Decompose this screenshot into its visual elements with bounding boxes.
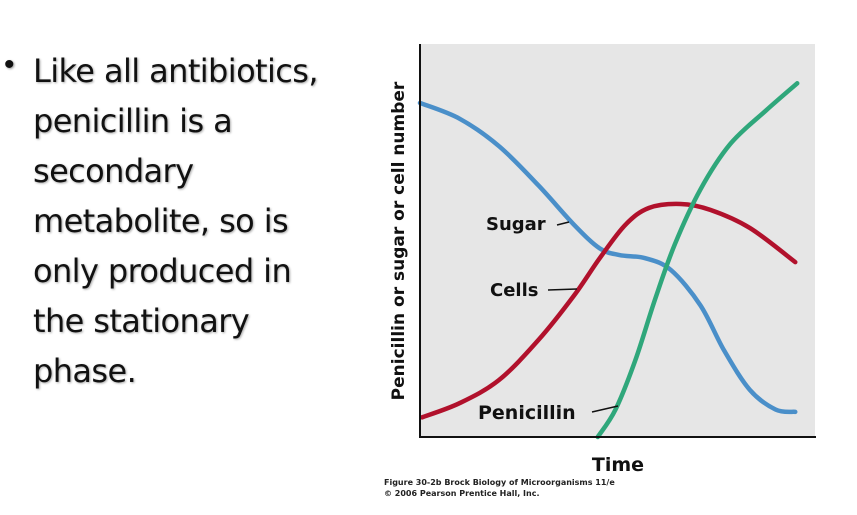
- series-line-penicillin: [595, 81, 800, 440]
- bullet-line: metabolite, so is: [33, 202, 289, 240]
- y-axis-label: Penicillin or sugar or cell number: [389, 81, 409, 400]
- cells-leader-line: [547, 288, 578, 291]
- series-label-cells: Cells: [490, 280, 538, 301]
- series-line-sugar: [417, 100, 798, 415]
- x-axis-label: Time: [592, 454, 644, 476]
- bullet-line: the stationary: [33, 302, 250, 340]
- bullet-line: only produced in: [33, 252, 292, 290]
- bullet-line: phase.: [33, 352, 137, 390]
- plot-background: [420, 44, 815, 437]
- bullet-line: Like all antibiotics,: [33, 52, 319, 90]
- sugar-leader-line: [556, 221, 570, 226]
- copyright-caption: © 2006 Pearson Prentice Hall, Inc.: [384, 489, 540, 498]
- series-label-sugar: Sugar: [486, 214, 546, 235]
- series-label-penicillin: Penicillin: [478, 402, 576, 424]
- penicillin-leader-line: [591, 405, 619, 413]
- series-line-cells: [419, 201, 798, 420]
- bullet-line: secondary: [33, 152, 194, 190]
- figure-caption: Figure 30-2b Brock Biology of Microorgan…: [384, 478, 615, 487]
- bullet-line: penicillin is a: [33, 102, 233, 140]
- bullet-dot: •: [4, 48, 15, 81]
